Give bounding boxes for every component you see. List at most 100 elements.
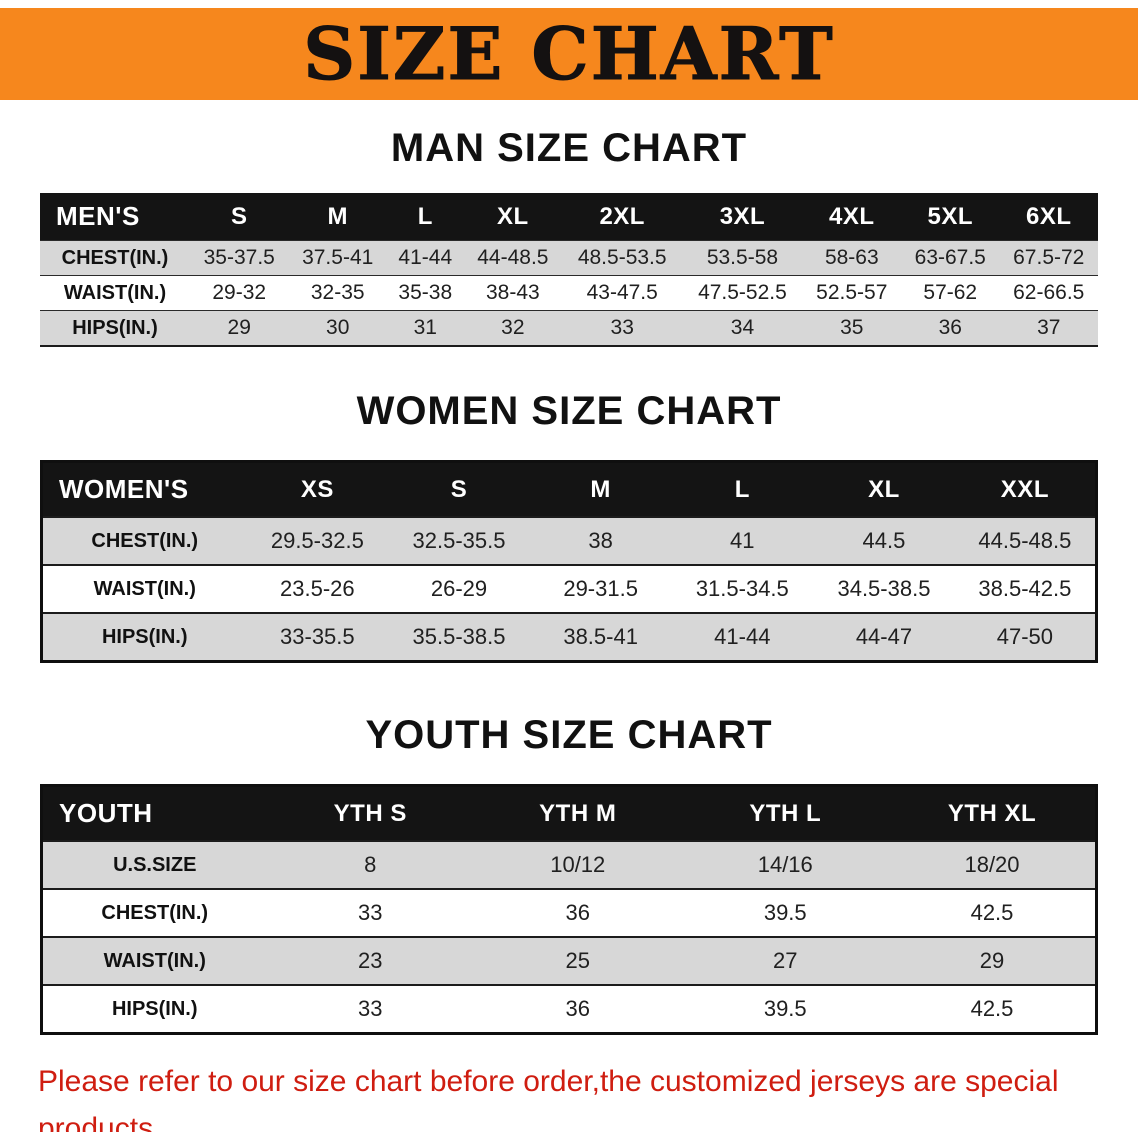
page-title: SIZE CHART — [303, 11, 835, 96]
row-label-cell: HIPS(IN.) — [41, 612, 247, 662]
value-cell: 10/12 — [474, 840, 682, 889]
value-cell: 41 — [671, 516, 814, 565]
table-row: WAIST(IN.) 29-32 32-35 35-38 38-43 43-47.5 47.… — [40, 275, 1098, 311]
value-cell: 41-44 — [671, 612, 814, 662]
value-cell: 8 — [266, 840, 474, 889]
value-cell: 47.5-52.5 — [682, 275, 803, 311]
value-cell: 36 — [901, 310, 1000, 346]
youth-size-section: YOUTH SIZE CHART YOUTH YTH S YTH M YTH L YTH… — [0, 663, 1138, 1035]
table-row: WAIST(IN.) 23.5-26 26-29 29-31.5 31.5-34.5 34… — [41, 564, 1097, 613]
size-header-cell: M — [529, 461, 672, 517]
value-cell: 58-63 — [802, 240, 902, 276]
row-label-cell: WAIST(IN.) — [40, 275, 190, 311]
value-cell: 36 — [474, 888, 682, 937]
size-header-cell: 2XL — [562, 193, 683, 241]
size-header-cell: S — [388, 461, 530, 517]
value-cell: 29-31.5 — [529, 564, 672, 613]
disclaimer-text: Please refer to our size chart before or… — [38, 1059, 1118, 1132]
row-label-cell: CHEST(IN.) — [40, 240, 190, 276]
value-cell: 32-35 — [288, 275, 387, 311]
size-header-cell: 5XL — [901, 193, 1000, 241]
value-cell: 35-38 — [386, 275, 464, 311]
size-header-cell: M — [288, 193, 387, 241]
value-cell: 26-29 — [388, 564, 530, 613]
row-label-cell: CHEST(IN.) — [41, 888, 267, 937]
youth-size-chart-title: YOUTH SIZE CHART — [365, 713, 773, 757]
value-cell: 48.5-53.5 — [562, 240, 683, 276]
value-cell: 38.5-41 — [529, 612, 672, 662]
header-row: YOUTH YTH S YTH M YTH L YTH XL — [41, 785, 1097, 841]
value-cell: 33 — [266, 888, 474, 937]
header-row: WOMEN'S XS S M L XL XXL — [41, 461, 1097, 517]
women-size-table: WOMEN'S XS S M L XL XXL CHEST(IN.) 29.5-32.5 32.5… — [40, 460, 1098, 663]
row-label-cell: WAIST(IN.) — [41, 936, 267, 985]
size-header-cell: XS — [246, 461, 389, 517]
value-cell: 29-32 — [190, 275, 289, 311]
women-size-section: WOMEN SIZE CHART WOMEN'S XS S M L XL XXL CHEST(… — [0, 347, 1138, 663]
table-row: CHEST(IN.) 29.5-32.5 32.5-35.5 38 41 44.5 44.5… — [41, 516, 1097, 565]
value-cell: 32.5-35.5 — [388, 516, 530, 565]
value-cell: 14/16 — [681, 840, 889, 889]
row-label-cell: CHEST(IN.) — [41, 516, 247, 565]
size-header-cell: L — [671, 461, 814, 517]
value-cell: 34 — [682, 310, 803, 346]
youth-size-table: YOUTH YTH S YTH M YTH L YTH XL U.S.SIZE 8 10/12… — [40, 784, 1098, 1035]
row-label-cell: HIPS(IN.) — [41, 984, 267, 1034]
value-cell: 42.5 — [889, 984, 1097, 1034]
value-cell: 42.5 — [889, 888, 1097, 937]
value-cell: 44-48.5 — [463, 240, 563, 276]
size-header-cell: YTH L — [681, 785, 889, 841]
table-row: WAIST(IN.) 23 25 27 29 — [41, 936, 1097, 985]
table-row: HIPS(IN.) 33-35.5 35.5-38.5 38.5-41 41-44 44-… — [41, 612, 1097, 662]
row-label-cell: U.S.SIZE — [41, 840, 267, 889]
value-cell: 39.5 — [681, 984, 889, 1034]
value-cell: 27 — [681, 936, 889, 985]
value-cell: 38.5-42.5 — [954, 564, 1097, 613]
table-row: HIPS(IN.) 29 30 31 32 33 34 35 36 37 — [40, 310, 1098, 346]
disclaimer-line-1: Please refer to our size chart before or… — [38, 1065, 1059, 1132]
value-cell: 32 — [463, 310, 563, 346]
value-cell: 41-44 — [386, 240, 464, 276]
value-cell: 67.5-72 — [999, 240, 1098, 276]
table-title-cell: YOUTH — [41, 785, 267, 841]
value-cell: 63-67.5 — [901, 240, 1000, 276]
value-cell: 35-37.5 — [190, 240, 289, 276]
size-header-cell: 3XL — [682, 193, 803, 241]
women-size-chart-title: WOMEN SIZE CHART — [356, 389, 782, 433]
value-cell: 23 — [266, 936, 474, 985]
size-header-cell: 6XL — [999, 193, 1098, 241]
value-cell: 52.5-57 — [802, 275, 902, 311]
size-header-cell: XL — [463, 193, 563, 241]
value-cell: 37.5-41 — [288, 240, 387, 276]
value-cell: 44.5-48.5 — [954, 516, 1097, 565]
value-cell: 44-47 — [813, 612, 955, 662]
value-cell: 34.5-38.5 — [813, 564, 955, 613]
size-header-cell: 4XL — [802, 193, 902, 241]
value-cell: 33 — [266, 984, 474, 1034]
size-header-cell: YTH XL — [889, 785, 1097, 841]
value-cell: 47-50 — [954, 612, 1097, 662]
value-cell: 57-62 — [901, 275, 1000, 311]
value-cell: 43-47.5 — [562, 275, 683, 311]
table-row: CHEST(IN.) 35-37.5 37.5-41 41-44 44-48.5 48.5… — [40, 240, 1098, 276]
value-cell: 53.5-58 — [682, 240, 803, 276]
men-size-table: MEN'S S M L XL 2XL 3XL 4XL 5XL 6XL CHEST(IN.) 35-37… — [40, 193, 1098, 347]
size-chart-banner: SIZE CHART — [0, 8, 1138, 100]
value-cell: 31 — [386, 310, 464, 346]
value-cell: 29.5-32.5 — [246, 516, 389, 565]
row-label-cell: HIPS(IN.) — [40, 310, 190, 346]
value-cell: 23.5-26 — [246, 564, 389, 613]
value-cell: 30 — [288, 310, 387, 346]
value-cell: 33 — [562, 310, 683, 346]
table-row: CHEST(IN.) 33 36 39.5 42.5 — [41, 888, 1097, 937]
value-cell: 31.5-34.5 — [671, 564, 814, 613]
value-cell: 39.5 — [681, 888, 889, 937]
value-cell: 38-43 — [463, 275, 563, 311]
value-cell: 37 — [999, 310, 1098, 346]
size-header-cell: XXL — [954, 461, 1097, 517]
table-title-cell: MEN'S — [40, 193, 190, 241]
size-header-cell: YTH M — [474, 785, 682, 841]
value-cell: 25 — [474, 936, 682, 985]
table-row: U.S.SIZE 8 10/12 14/16 18/20 — [41, 840, 1097, 889]
